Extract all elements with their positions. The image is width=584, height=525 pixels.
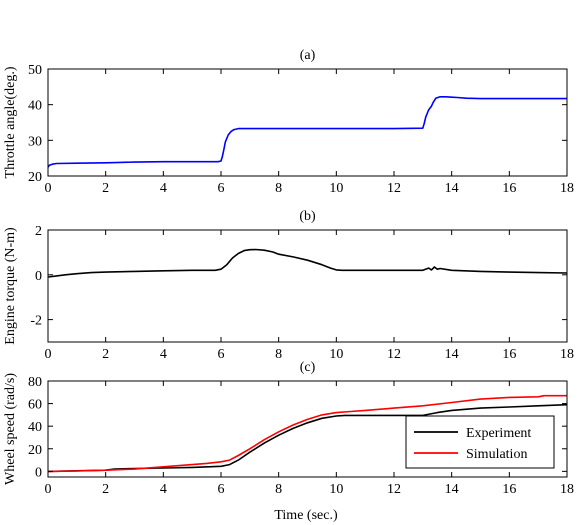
x-tick-label: 0 <box>45 482 52 497</box>
x-tick-label: 6 <box>218 482 225 497</box>
x-tick-label: 16 <box>502 482 516 497</box>
panel-c: (c) 0 2 4 6 8 10 12 14 16 18 0 20 40 60 80 Wheel speed (… <box>3 360 574 497</box>
x-tick-label: 0 <box>45 181 52 196</box>
y-tick-label: 0 <box>35 465 42 480</box>
panel-title: (c) <box>300 360 316 375</box>
y-tick-label: 60 <box>28 398 42 413</box>
y-tick-label: 0 <box>35 269 42 284</box>
legend: Experiment Simulation <box>405 415 555 469</box>
x-tick-label: 8 <box>275 347 282 362</box>
x-tick-label: 8 <box>275 181 282 196</box>
x-tick-label: 18 <box>560 482 574 497</box>
y-tick-label: 20 <box>28 170 42 185</box>
x-tick-label: 14 <box>445 347 459 362</box>
x-tick-label: 12 <box>387 482 401 497</box>
x-tick-label: 8 <box>275 482 282 497</box>
y-tick-label: -2 <box>30 314 42 329</box>
x-tick-label: 10 <box>329 482 343 497</box>
x-tick-label: 4 <box>160 482 167 497</box>
y-tick-label: 40 <box>28 99 42 114</box>
x-tick-label: 16 <box>502 181 516 196</box>
series-line-0 <box>48 248 567 278</box>
y-tick-label: 30 <box>28 134 42 149</box>
series-line-simulation <box>48 394 567 473</box>
y-tick-label: 50 <box>28 63 42 78</box>
x-tick-label: 6 <box>218 347 225 362</box>
x-tick-label: 0 <box>45 347 52 362</box>
legend-box <box>405 415 555 469</box>
x-tick-label: 18 <box>560 347 574 362</box>
x-tick-label: 10 <box>329 347 343 362</box>
axes-frame <box>47 68 568 177</box>
y-axis-label: Engine torque (N-m) <box>3 227 18 345</box>
panel-title: (a) <box>300 48 316 63</box>
axes-frame <box>47 229 568 343</box>
legend-label: Experiment <box>466 426 531 441</box>
x-tick-label: 10 <box>329 181 343 196</box>
x-axis-label: Time (sec.) <box>274 508 338 523</box>
y-axis-label: Throttle angle(deg.) <box>3 66 18 178</box>
y-tick-label: 2 <box>35 224 42 239</box>
x-tick-label: 2 <box>102 482 109 497</box>
x-tick-label: 4 <box>160 181 167 196</box>
x-tick-label: 2 <box>102 347 109 362</box>
x-tick-label: 12 <box>387 347 401 362</box>
x-tick-label: 16 <box>502 347 516 362</box>
x-tick-label: 14 <box>445 482 459 497</box>
x-tick-label: 18 <box>560 181 574 196</box>
y-tick-label: 80 <box>28 375 42 390</box>
y-tick-label: 40 <box>28 420 42 435</box>
x-tick-label: 14 <box>445 181 459 196</box>
x-tick-label: 6 <box>218 181 225 196</box>
panel-b: (b) 0 2 4 6 8 10 12 14 16 18 -2 0 2 Engine torque (N-m… <box>3 209 574 362</box>
x-tick-label: 12 <box>387 181 401 196</box>
x-tick-label: 2 <box>102 181 109 196</box>
series-line-0 <box>48 96 567 168</box>
x-tick-label: 4 <box>160 347 167 362</box>
legend-label: Simulation <box>466 447 527 462</box>
panel-title: (b) <box>299 209 316 224</box>
panel-a: (a) 0 2 4 6 8 10 12 14 16 18 20 30 40 50 Throttle angle… <box>3 48 574 196</box>
y-axis-label: Wheel speed (rad/s) <box>3 373 18 485</box>
axes-frame <box>47 380 568 478</box>
y-tick-label: 20 <box>28 443 42 458</box>
